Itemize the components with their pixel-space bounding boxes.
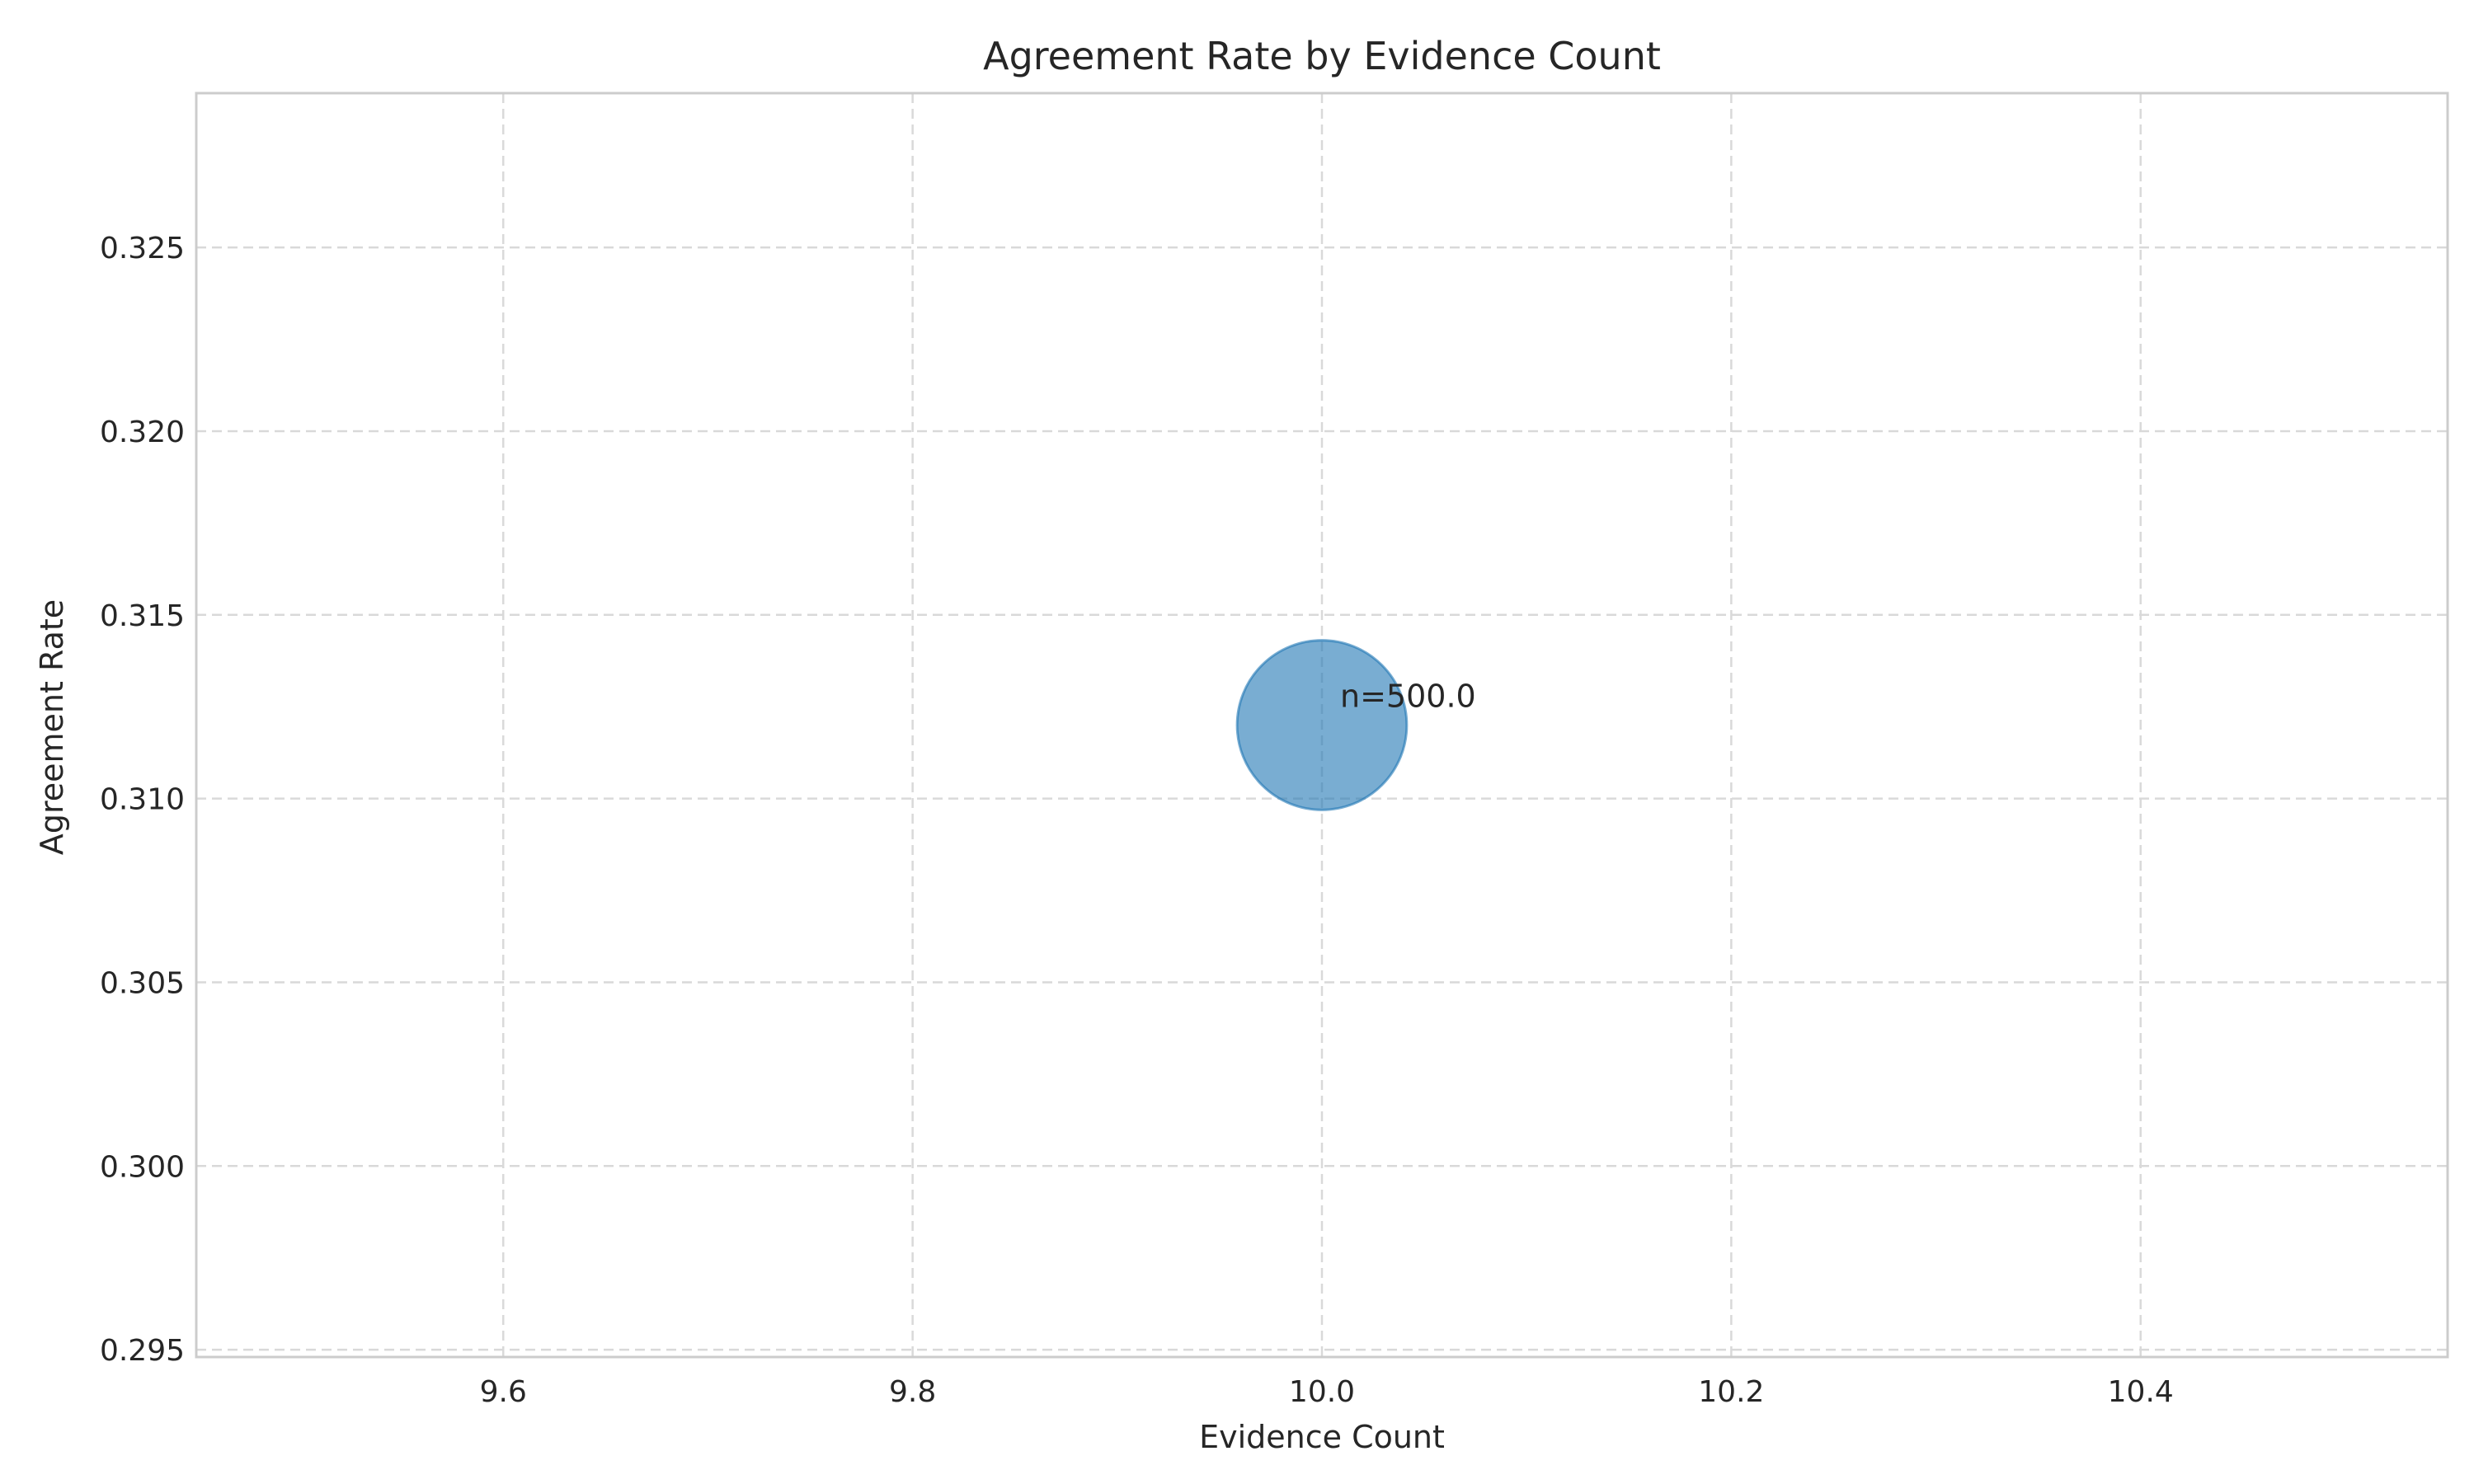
x-tick-label: 9.8 [889,1375,936,1409]
y-tick-label: 0.315 [100,599,185,633]
plot-area-frame [195,92,2449,1359]
chart-title: Agreement Rate by Evidence Count [983,34,1661,78]
y-tick-label: 0.300 [100,1150,185,1184]
y-tick-labels: 0.295 0.300 0.305 0.310 0.315 0.320 0.325 [100,232,185,1368]
y-axis-label: Agreement Rate [34,599,70,855]
bubble-point [1235,639,1409,811]
x-tick-label: 10.4 [2108,1375,2174,1409]
y-tick-label: 0.325 [100,232,185,265]
point-annotation: n=500.0 [1340,679,1476,715]
x-tick-label: 10.2 [1698,1375,1764,1409]
y-tick-label: 0.310 [100,783,185,817]
y-tick-label: 0.295 [100,1334,185,1368]
x-tick-label: 9.6 [480,1375,527,1409]
y-tick-label: 0.305 [100,966,185,1000]
x-tick-label: 10.0 [1289,1375,1355,1409]
x-tick-labels: 9.6 9.8 10.0 10.2 10.4 [480,1375,2174,1409]
data-points: n=500.0 [1235,639,1476,811]
x-axis-label: Evidence Count [1199,1419,1445,1455]
y-tick-label: 0.320 [100,416,185,449]
